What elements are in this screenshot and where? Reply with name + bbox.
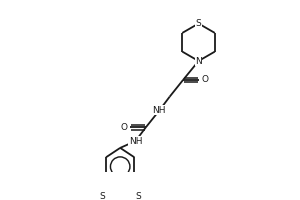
Text: O: O: [202, 75, 209, 84]
Text: S: S: [135, 192, 141, 200]
Text: N: N: [195, 57, 202, 66]
Text: NH: NH: [153, 106, 166, 115]
Text: S: S: [99, 192, 105, 200]
Text: O: O: [120, 123, 127, 132]
Text: S: S: [196, 19, 201, 28]
Text: NH: NH: [129, 137, 142, 146]
